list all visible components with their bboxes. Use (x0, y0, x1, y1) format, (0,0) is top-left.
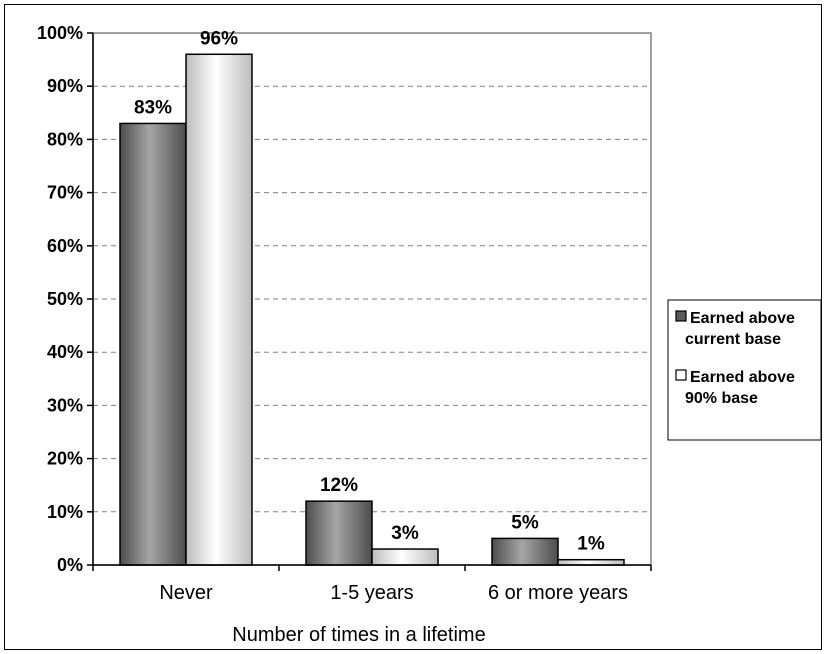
data-label: 96% (200, 28, 238, 49)
data-label: 12% (320, 475, 358, 496)
legend-swatch (675, 310, 687, 322)
y-tick-label: 40% (47, 342, 83, 362)
legend-label: Earned above (690, 369, 795, 386)
legend-label: 90% base (685, 390, 758, 407)
data-label: 3% (391, 523, 419, 544)
bar (305, 500, 373, 566)
y-tick-label: 70% (47, 183, 83, 203)
x-tick-label: Never (159, 582, 213, 604)
bars (119, 53, 625, 566)
legend: Earned above current base Earned above 90% … (667, 299, 822, 441)
y-tick-label: 50% (47, 289, 83, 309)
data-label: 1% (577, 534, 605, 555)
legend-label: Earned above (690, 310, 795, 327)
y-axis: 0% 10% 20% 30% 40% 50% 60% 70% 80% 90% 100% (37, 23, 94, 575)
data-label: 5% (511, 512, 539, 533)
bar (185, 53, 253, 566)
bar (557, 558, 625, 566)
legend-label: current base (685, 331, 781, 348)
y-tick-label: 20% (47, 449, 83, 469)
y-tick-label: 90% (47, 76, 83, 96)
x-tick-label: 1-5 years (330, 582, 413, 604)
x-axis-title: Number of times in a lifetime (232, 624, 485, 646)
y-tick-label: 10% (47, 502, 83, 522)
y-tick-label: 100% (37, 23, 83, 43)
legend-box (667, 299, 822, 441)
legend-swatch (675, 369, 687, 381)
bar (371, 548, 439, 566)
bar (119, 122, 187, 566)
x-tick-label: 6 or more years (488, 582, 628, 604)
y-tick-label: 80% (47, 129, 83, 149)
bar (491, 537, 559, 566)
data-label: 83% (134, 97, 172, 118)
y-tick-label: 60% (47, 236, 83, 256)
chart-frame: 0% 10% 20% 30% 40% 50% 60% 70% 80% 90% 100% 83% 96%… (4, 4, 822, 650)
y-tick-label: 30% (47, 395, 83, 415)
x-axis: Never 1-5 years 6 or more years (92, 564, 652, 604)
y-tick-label: 0% (57, 555, 83, 575)
bar-chart: 0% 10% 20% 30% 40% 50% 60% 70% 80% 90% 100% 83% 96%… (37, 23, 822, 646)
data-labels: 83% 96% 12% 3% 5% 1% (134, 28, 605, 554)
